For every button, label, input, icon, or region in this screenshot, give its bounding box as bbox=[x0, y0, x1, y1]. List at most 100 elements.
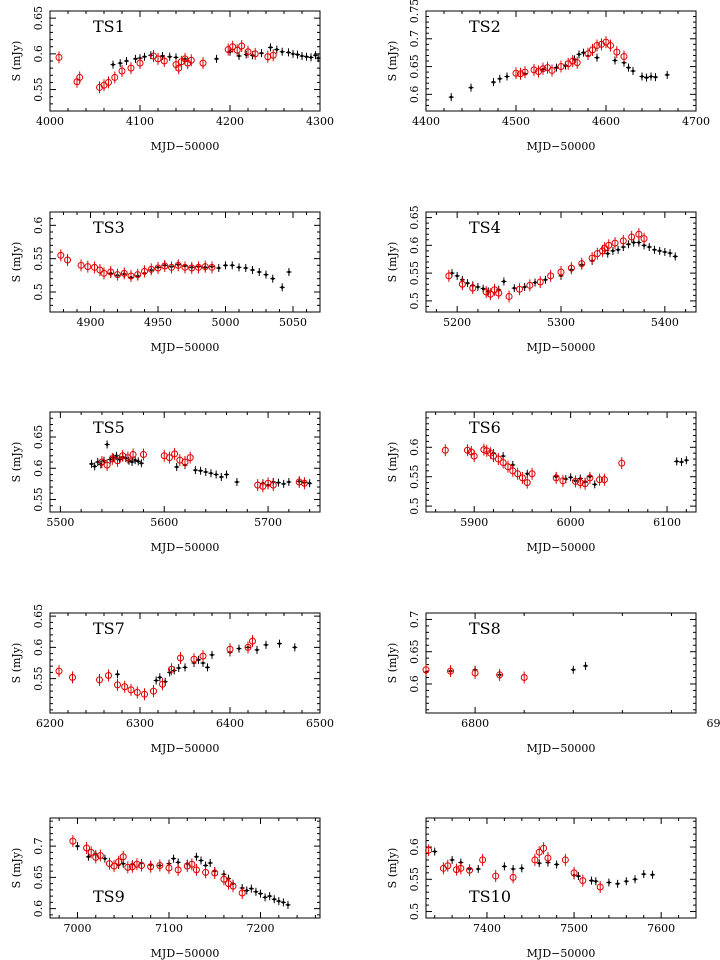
data-point bbox=[208, 861, 212, 865]
data-point bbox=[539, 65, 547, 73]
x-tick-label: 6200 bbox=[36, 717, 64, 730]
data-point bbox=[616, 882, 620, 886]
data-point bbox=[154, 55, 162, 63]
data-point bbox=[479, 856, 487, 864]
data-point bbox=[593, 41, 601, 49]
y-tick-label: 0.5 bbox=[408, 497, 421, 515]
series-black bbox=[432, 847, 655, 888]
x-tick-label: 6800 bbox=[461, 717, 489, 730]
data-point bbox=[457, 864, 465, 872]
data-point bbox=[486, 290, 494, 298]
data-point bbox=[287, 270, 291, 274]
data-point bbox=[521, 68, 529, 76]
y-tick-label: 0.55 bbox=[32, 666, 45, 691]
plot-frame bbox=[425, 612, 697, 714]
data-point bbox=[269, 51, 277, 59]
y-tick-label: 0.55 bbox=[408, 867, 421, 892]
y-tick-label: 0.65 bbox=[32, 425, 45, 450]
data-point bbox=[449, 95, 453, 99]
data-point bbox=[168, 55, 172, 59]
data-point bbox=[518, 474, 526, 482]
data-point bbox=[230, 263, 234, 267]
data-point bbox=[134, 271, 142, 279]
y-tick-label: 0.65 bbox=[408, 639, 421, 664]
data-point bbox=[211, 869, 219, 877]
data-point bbox=[512, 286, 516, 290]
data-point bbox=[83, 844, 91, 852]
series-black bbox=[448, 48, 670, 102]
data-point bbox=[548, 66, 556, 74]
data-point bbox=[593, 250, 601, 258]
data-point bbox=[287, 480, 291, 484]
data-point bbox=[526, 281, 534, 289]
series-red bbox=[445, 228, 648, 303]
data-point bbox=[90, 462, 93, 466]
data-point bbox=[105, 443, 109, 446]
data-point bbox=[523, 479, 531, 487]
data-point bbox=[476, 285, 480, 289]
data-point bbox=[215, 57, 218, 61]
data-point bbox=[171, 450, 179, 458]
data-point bbox=[183, 665, 187, 669]
y-axis-title: S (mJy) bbox=[10, 41, 23, 82]
data-point bbox=[314, 53, 317, 57]
x-tick-label: 6100 bbox=[653, 516, 681, 529]
data-point bbox=[197, 658, 200, 662]
data-point bbox=[520, 866, 524, 870]
data-point bbox=[160, 57, 168, 65]
data-point bbox=[118, 61, 122, 65]
data-point bbox=[183, 862, 191, 870]
data-point bbox=[141, 267, 148, 275]
data-point bbox=[141, 690, 148, 698]
data-point bbox=[654, 75, 657, 79]
data-point bbox=[579, 877, 587, 885]
data-point bbox=[547, 272, 555, 280]
x-tick-label: 4000 bbox=[36, 115, 64, 128]
x-tick-label: 5500 bbox=[46, 516, 74, 529]
data-point bbox=[509, 873, 517, 881]
data-point bbox=[492, 872, 500, 880]
panel-ts1: 4000 4100 4200 4300 0.55 0.6 0.65 MJD−50000 S (m… bbox=[10, 6, 334, 153]
data-point bbox=[127, 686, 135, 694]
data-point bbox=[87, 848, 95, 856]
data-point bbox=[124, 454, 132, 462]
y-tick-label: 0.55 bbox=[32, 77, 45, 102]
panel-ts8: 6800 6900 0.6 0.65 0.7 MJD−50000 S (mJy) TS8 bbox=[386, 611, 720, 755]
data-point bbox=[209, 471, 213, 475]
panel-ts5: 5500 5600 5700 0.55 0.6 0.65 MJD−50000 S (mJy) T… bbox=[10, 411, 321, 554]
data-point bbox=[114, 271, 121, 279]
x-tick-label: 6400 bbox=[216, 717, 244, 730]
x-tick-label: 5900 bbox=[460, 516, 488, 529]
y-tick-label: 0.55 bbox=[32, 487, 45, 512]
panel-ts6: 5900 6000 6100 0.5 0.55 0.6 MJD−50000 S (mJy) TS… bbox=[386, 411, 697, 554]
data-point bbox=[175, 465, 179, 469]
data-point bbox=[640, 235, 648, 243]
data-point bbox=[254, 481, 262, 489]
data-point bbox=[633, 877, 637, 881]
data-point bbox=[119, 853, 127, 861]
data-point bbox=[103, 857, 107, 861]
data-point bbox=[445, 272, 453, 280]
x-axis-title: MJD−50000 bbox=[151, 742, 220, 755]
data-point bbox=[116, 672, 119, 676]
data-point bbox=[249, 887, 253, 891]
series-black bbox=[423, 661, 589, 679]
data-point bbox=[607, 41, 614, 49]
data-point bbox=[523, 285, 527, 289]
x-tick-label: 4500 bbox=[502, 115, 530, 128]
data-point bbox=[238, 889, 246, 897]
data-point bbox=[505, 292, 513, 300]
data-point bbox=[168, 665, 175, 673]
panel-label: TS5 bbox=[93, 418, 125, 437]
data-point bbox=[118, 67, 126, 75]
data-point bbox=[496, 671, 504, 679]
panel-label: TS10 bbox=[469, 887, 511, 906]
data-point bbox=[100, 269, 108, 277]
y-tick-label: 0.5 bbox=[408, 292, 421, 310]
data-point bbox=[586, 474, 594, 482]
data-point bbox=[531, 856, 539, 864]
data-point bbox=[494, 455, 502, 463]
data-point bbox=[658, 249, 662, 253]
data-point bbox=[482, 288, 490, 296]
data-point bbox=[469, 86, 473, 90]
